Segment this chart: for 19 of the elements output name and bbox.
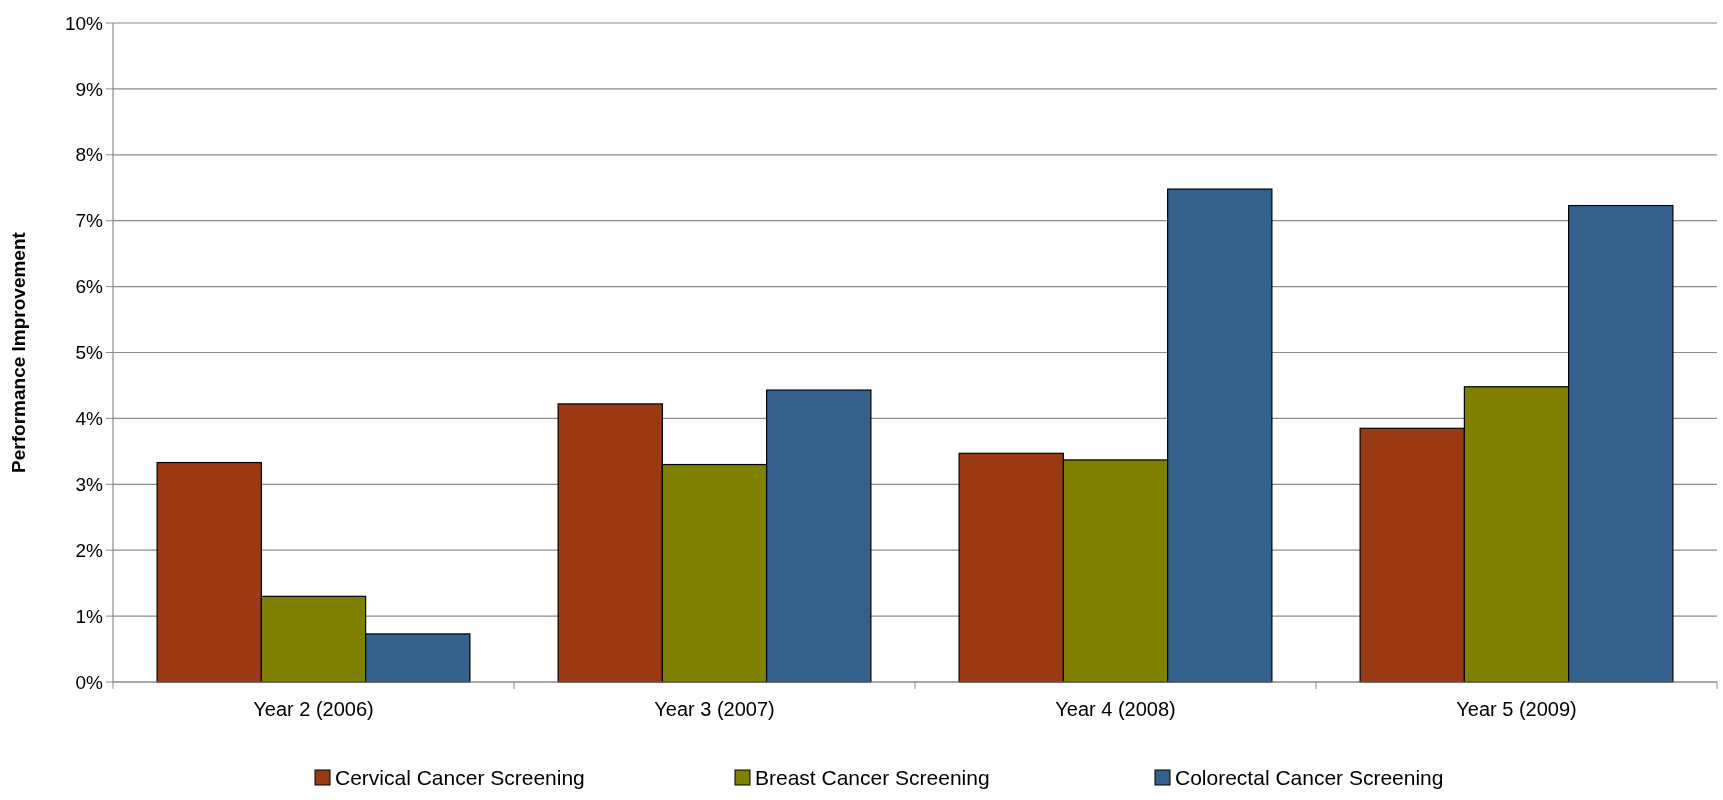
y-tick-label: 2% (75, 539, 104, 561)
y-tick-label: 9% (75, 78, 104, 100)
x-tick-label: Year 2 (2006) (253, 698, 374, 720)
y-tick-label: 4% (75, 408, 104, 430)
y-tick-label: 6% (75, 276, 104, 298)
y-tick-label: 0% (75, 671, 104, 693)
x-tick-label: Year 4 (2008) (1055, 698, 1176, 720)
x-tick-label: Year 3 (2007) (654, 698, 775, 720)
y-tick-label: 8% (75, 144, 104, 166)
y-tick-label: 3% (75, 473, 104, 495)
x-tick-label: Year 5 (2009) (1456, 698, 1577, 720)
legend-label: Breast Cancer Screening (755, 766, 990, 790)
y-tick-label: 1% (75, 605, 104, 627)
y-tick-label: 5% (75, 342, 104, 364)
y-tick-label: 10% (64, 12, 104, 34)
legend-label: Cervical Cancer Screening (335, 766, 585, 790)
y-tick-label: 7% (75, 210, 104, 232)
y-axis-title: Performance Improvement (8, 231, 29, 473)
legend-label: Colorectal Cancer Screening (1175, 766, 1444, 790)
